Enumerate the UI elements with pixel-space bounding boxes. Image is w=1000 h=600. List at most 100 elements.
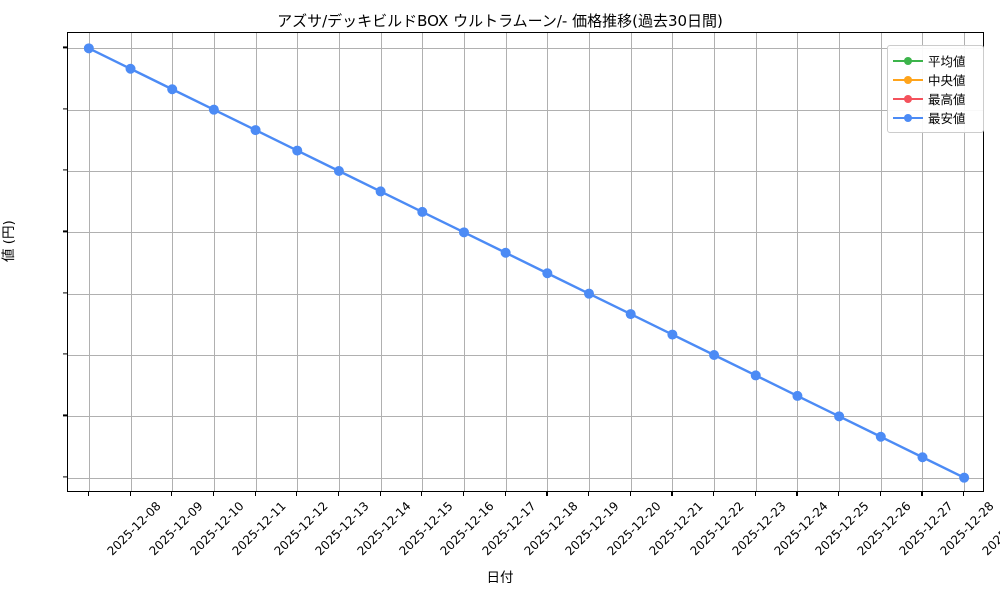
data-point-marker — [125, 63, 136, 74]
legend-label: 中央値 — [928, 73, 966, 88]
data-point-marker — [625, 309, 636, 320]
gridline-vertical — [213, 33, 215, 491]
data-point-marker — [208, 104, 219, 115]
gridline-vertical — [839, 33, 841, 491]
gridline-vertical — [630, 33, 632, 491]
data-point-marker — [458, 227, 469, 238]
x-tick-mark — [629, 492, 631, 496]
y-tick-mark — [63, 46, 67, 48]
gridline-vertical — [463, 33, 465, 491]
legend-item-最高値[interactable]: 最高値 — [893, 89, 977, 108]
series-line — [87, 47, 966, 479]
x-tick-mark — [546, 492, 548, 496]
legend-label: 最高値 — [928, 92, 966, 107]
x-tick-mark — [963, 492, 965, 496]
gridline-vertical — [547, 33, 549, 491]
legend-item-平均値[interactable]: 平均値 — [893, 51, 977, 70]
gridline-vertical — [672, 33, 674, 491]
gridline-horizontal — [68, 171, 983, 172]
y-tick-mark — [63, 108, 67, 110]
x-tick-mark — [254, 492, 256, 496]
data-point-marker — [875, 431, 886, 442]
x-tick-mark — [713, 492, 715, 496]
x-tick-mark — [171, 492, 173, 496]
gridline-horizontal — [68, 293, 983, 295]
legend-swatch-icon — [893, 93, 923, 105]
data-point-marker — [167, 84, 178, 95]
gridline-horizontal — [68, 232, 983, 234]
x-tick-mark — [212, 492, 215, 496]
data-point-marker — [709, 350, 720, 360]
x-tick-mark — [921, 492, 923, 496]
gridline-vertical — [589, 33, 591, 491]
gridline-vertical — [880, 33, 882, 491]
data-point-marker — [83, 43, 94, 54]
y-tick-mark — [63, 169, 67, 171]
gridline-vertical — [172, 33, 174, 491]
data-point-marker — [792, 390, 803, 401]
data-point-marker — [917, 452, 928, 463]
data-point-marker — [584, 288, 595, 299]
x-tick-mark — [337, 492, 340, 496]
data-point-marker — [750, 370, 761, 381]
gridline-vertical — [255, 33, 257, 491]
data-point-marker — [500, 247, 511, 258]
data-point-marker — [417, 206, 428, 217]
gridline-vertical — [922, 33, 924, 491]
gridline-vertical — [130, 33, 132, 491]
y-axis-label: 値 (円) — [1, 220, 17, 262]
gridline-vertical — [338, 33, 340, 491]
data-point-marker — [250, 125, 261, 136]
data-point-marker — [542, 268, 553, 279]
x-tick-mark — [754, 492, 756, 496]
x-tick-mark — [296, 492, 298, 496]
x-tick-mark — [87, 492, 90, 496]
legend-item-最安値[interactable]: 最安値 — [893, 108, 977, 127]
x-tick-mark — [421, 492, 423, 496]
gridline-vertical — [755, 33, 757, 491]
legend-label: 最安値 — [928, 111, 966, 126]
data-point-marker — [959, 472, 970, 483]
gridline-vertical — [797, 33, 799, 491]
gridline-vertical — [380, 33, 382, 491]
legend-swatch-icon — [893, 55, 923, 67]
x-tick-mark — [462, 492, 465, 496]
gridline-vertical — [88, 33, 90, 491]
gridline-vertical — [505, 33, 507, 491]
gridline-vertical — [297, 33, 299, 491]
legend-swatch-icon — [893, 112, 923, 124]
gridline-vertical — [714, 33, 716, 491]
chart-legend[interactable]: 平均値中央値最高値最安値 — [887, 45, 984, 133]
gridline-horizontal — [68, 477, 983, 479]
y-tick-mark — [63, 414, 67, 416]
legend-swatch-icon — [893, 74, 923, 86]
data-point-marker — [834, 411, 845, 422]
x-tick-mark — [796, 492, 798, 496]
chart-title: アズサ/デッキビルドBOX ウルトラムーン/- 価格推移(過去30日間) — [277, 12, 723, 30]
gridline-horizontal — [68, 355, 983, 356]
data-point-marker — [292, 145, 303, 156]
gridline-vertical — [422, 33, 424, 491]
x-tick-mark — [504, 492, 506, 496]
data-point-marker — [667, 329, 678, 340]
y-tick-mark — [63, 476, 67, 478]
x-axis-label: 日付 — [486, 570, 514, 586]
y-tick-mark — [63, 353, 67, 355]
plot-area — [67, 32, 984, 492]
gridline-horizontal — [68, 416, 983, 418]
x-tick-mark — [879, 492, 881, 496]
y-tick-mark — [63, 292, 67, 294]
data-point-marker — [375, 186, 386, 197]
data-point-marker — [333, 166, 344, 176]
legend-label: 平均値 — [928, 54, 966, 69]
legend-item-中央値[interactable]: 中央値 — [893, 70, 977, 89]
x-tick-mark — [129, 492, 131, 496]
x-tick-mark — [588, 492, 590, 496]
series-最安値 — [83, 43, 970, 483]
x-tick-mark — [671, 492, 673, 496]
gridline-horizontal — [68, 48, 983, 50]
data-series-layer — [83, 43, 970, 483]
x-tick-mark — [379, 492, 381, 496]
y-tick-mark — [63, 230, 67, 232]
